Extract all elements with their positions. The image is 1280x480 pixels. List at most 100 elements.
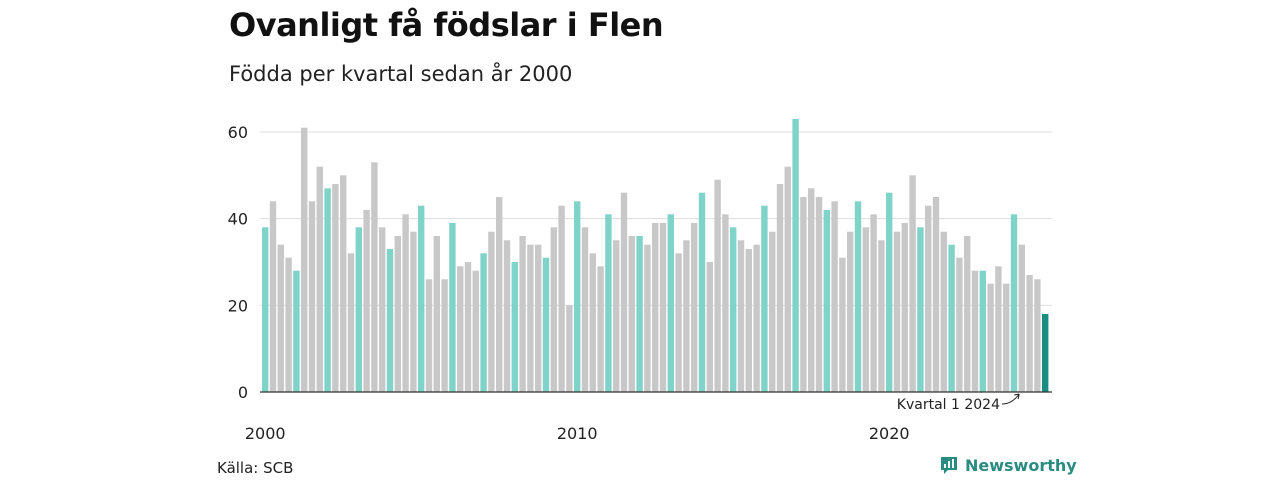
bar [987, 283, 994, 392]
brand-logo[interactable]: Newsworthy [939, 455, 1077, 475]
bar [808, 188, 815, 392]
chart-subtitle: Födda per kvartal sedan år 2000 [229, 62, 573, 86]
bar [340, 175, 347, 392]
bar [1003, 283, 1010, 392]
bar [566, 305, 573, 392]
bar [519, 236, 526, 392]
bar [347, 253, 355, 392]
bar [628, 236, 635, 392]
x-tick-label: 2020 [869, 424, 910, 443]
bar [550, 227, 557, 392]
brand-name: Newsworthy [965, 455, 1077, 475]
y-tick-label: 20 [228, 296, 248, 315]
bar [371, 162, 378, 392]
bar [784, 166, 791, 392]
bar [503, 240, 511, 392]
bar [737, 240, 745, 392]
bar [597, 266, 604, 392]
bar [355, 227, 362, 392]
bar [589, 253, 596, 392]
bar [605, 214, 612, 392]
bar [652, 223, 659, 392]
bar [761, 205, 768, 392]
bar [730, 227, 737, 392]
bar [418, 205, 425, 392]
bar [1034, 279, 1041, 392]
bar [285, 257, 292, 392]
bar [964, 236, 971, 392]
bar [854, 201, 862, 392]
bar [535, 244, 542, 392]
bar [870, 214, 877, 392]
bar [410, 231, 417, 392]
bar [1018, 244, 1025, 392]
bar [488, 231, 495, 392]
bar [394, 236, 401, 392]
bar [706, 262, 713, 392]
bar [667, 214, 674, 392]
bar [363, 210, 370, 392]
bar [332, 184, 339, 392]
bar [714, 179, 721, 392]
bar [745, 249, 752, 392]
bar [698, 192, 706, 392]
chart-title: Ovanligt få födslar i Flen [229, 6, 664, 44]
bar [574, 201, 581, 392]
bar [722, 214, 729, 392]
bar [971, 270, 979, 392]
bar [862, 227, 869, 392]
bar [558, 205, 565, 392]
bar [932, 197, 940, 392]
bar [441, 279, 448, 392]
bar [800, 197, 807, 392]
bar [753, 244, 760, 392]
y-tick-label: 0 [238, 383, 248, 402]
bar [644, 244, 651, 392]
bar [901, 223, 908, 392]
bar [316, 166, 323, 392]
bar [301, 127, 308, 392]
bar [823, 210, 830, 392]
y-tick-label: 60 [228, 123, 248, 142]
bar [886, 192, 893, 392]
bar [386, 249, 394, 392]
bar [308, 201, 316, 392]
bar [433, 236, 440, 392]
annotation: Kvartal 1 2024 [897, 393, 1020, 413]
bar [496, 197, 503, 392]
bar [995, 266, 1002, 392]
x-tick-label: 2010 [557, 424, 598, 443]
annotation-label: Kvartal 1 2024 [897, 397, 1000, 413]
newsworthy-logo-icon [941, 457, 957, 474]
bar [402, 214, 409, 392]
bar [379, 227, 386, 392]
bar [769, 231, 776, 392]
bar [1042, 314, 1049, 392]
bar [839, 257, 846, 392]
source-note: Källa: SCB [217, 459, 294, 477]
bar [675, 253, 682, 392]
bar [683, 240, 690, 392]
bar [792, 119, 799, 392]
bar [620, 192, 628, 392]
bar [847, 231, 854, 392]
bar [956, 257, 963, 392]
bar [425, 279, 433, 392]
bar [691, 223, 698, 392]
bar [293, 270, 300, 392]
bar [917, 227, 924, 392]
bar [277, 244, 284, 392]
bar [262, 227, 269, 392]
y-tick-label: 40 [228, 210, 248, 229]
bar [324, 188, 331, 392]
bar [831, 201, 838, 392]
x-tick-label: 2000 [245, 424, 286, 443]
bar [464, 262, 472, 392]
bar [613, 240, 620, 392]
bar [979, 270, 986, 392]
bar [542, 257, 550, 392]
bar [527, 244, 534, 392]
bar [480, 253, 487, 392]
bar [659, 223, 667, 392]
